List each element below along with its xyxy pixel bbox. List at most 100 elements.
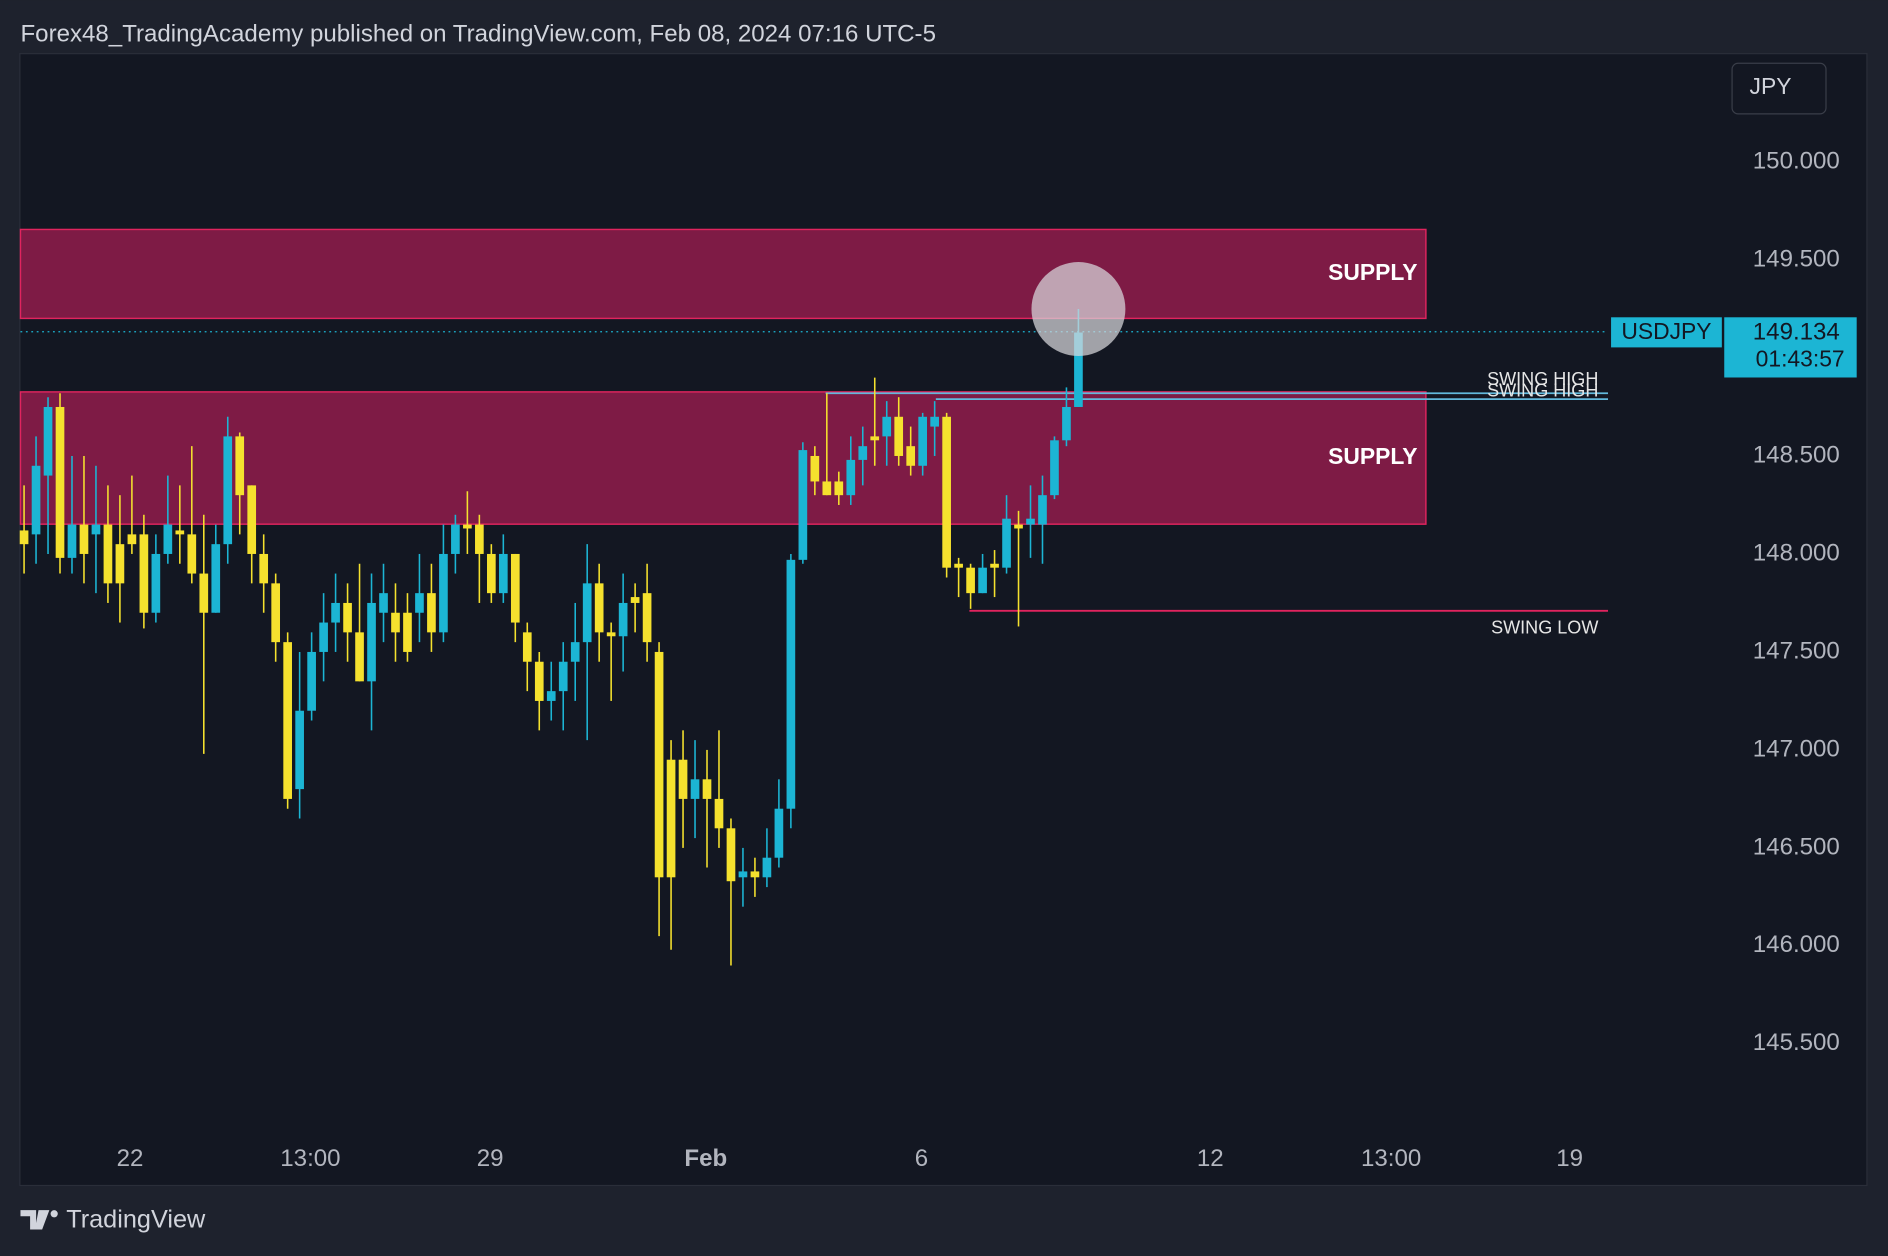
candle-body [403, 612, 412, 652]
candle-body [870, 436, 880, 441]
y-tick-label: 146.500 [1753, 833, 1840, 860]
brand-logo: TradingView [20, 1206, 206, 1234]
y-tick-label: 145.500 [1753, 1029, 1840, 1056]
candle-body [1038, 495, 1047, 525]
level-label: SWING HIGH [1487, 381, 1598, 401]
highlight-circle [1031, 262, 1126, 356]
brand-name: TradingView [66, 1206, 206, 1234]
candle-body [211, 544, 221, 613]
candle-body [415, 593, 424, 613]
candle-body [319, 622, 328, 652]
candle-body [666, 759, 676, 878]
candle-body [498, 553, 508, 594]
logo-dot [50, 1210, 58, 1218]
candle-body [990, 563, 999, 568]
y-tick-label: 148.000 [1753, 539, 1840, 566]
candle-body [439, 553, 448, 633]
candle-body [295, 710, 304, 790]
candle-body [79, 524, 89, 554]
y-tick-label: 146.000 [1753, 931, 1840, 958]
candle-body [942, 416, 951, 568]
candle-body [606, 632, 616, 637]
candle-body [654, 651, 664, 878]
candle-body [175, 530, 185, 535]
level-label: SWING LOW [1491, 618, 1598, 638]
candle-body [283, 642, 292, 799]
x-tick-label: 22 [117, 1145, 144, 1172]
candle-body [678, 759, 688, 799]
candle-body [67, 524, 77, 558]
candle-body [259, 553, 269, 584]
candle-body [1050, 440, 1059, 496]
candle-body [463, 524, 472, 529]
candle-body [522, 632, 532, 662]
candle-body [630, 597, 640, 603]
candle-body [427, 593, 436, 633]
zone-label: SUPPLY [1328, 259, 1417, 285]
candle-body [534, 661, 544, 701]
y-tick-label: 149.500 [1753, 245, 1840, 272]
x-tick-label: 12 [1197, 1145, 1224, 1172]
candle-body [882, 416, 892, 437]
x-tick-label: 19 [1556, 1145, 1583, 1172]
candle-body [810, 455, 820, 482]
candle-body [223, 436, 233, 545]
zone-label: SUPPLY [1328, 443, 1417, 469]
candle-body [618, 602, 628, 637]
candle-body [391, 612, 400, 633]
candle-body [894, 416, 904, 456]
candle-body [834, 481, 844, 496]
candle-body [487, 553, 496, 594]
candle-body [475, 524, 484, 554]
candle-body [570, 642, 580, 662]
candle-body [43, 406, 53, 476]
price-label: 149.134 [1753, 318, 1840, 345]
symbol-label: USDJPY [1621, 318, 1711, 344]
x-tick-label: 29 [477, 1145, 504, 1172]
candle-body [139, 534, 149, 613]
y-tick-label: 148.500 [1753, 441, 1840, 468]
countdown-label: 01:43:57 [1756, 346, 1845, 372]
x-tick-label: 13:00 [280, 1145, 340, 1172]
y-tick-label: 147.000 [1753, 735, 1840, 762]
candle-body [906, 446, 916, 466]
candle-body [307, 651, 316, 711]
candle-body [774, 808, 784, 858]
candle-body [546, 691, 556, 701]
candle-body [55, 406, 65, 558]
candle-body [714, 798, 724, 829]
level-label: SWING HIGH [1487, 369, 1598, 389]
candle-body [642, 593, 652, 643]
candle-body [451, 524, 460, 554]
candle-body [127, 534, 137, 545]
candle-body [103, 524, 113, 584]
currency-label[interactable]: JPY [1750, 73, 1792, 99]
candle-body [379, 593, 388, 613]
logo-icon [20, 1210, 50, 1230]
candle-body [750, 871, 760, 878]
candle-body [510, 553, 520, 623]
symbol-tag [1611, 317, 1722, 348]
candle-body [798, 450, 808, 560]
candle-body [31, 465, 41, 535]
candle-body [822, 481, 832, 496]
candle-body [367, 602, 376, 682]
candle-body [978, 567, 987, 594]
currency-button[interactable] [1731, 62, 1827, 115]
candle-body [858, 446, 868, 460]
candle-body [594, 583, 604, 633]
candle-body [930, 416, 939, 427]
candle-body [690, 779, 700, 799]
candle-body [187, 534, 197, 574]
candle-body [702, 779, 712, 799]
price-tag [1724, 317, 1857, 378]
candle-body [1026, 518, 1035, 525]
candle-body [786, 559, 796, 809]
candle-body [1014, 524, 1023, 529]
plot: 150.000 149.500 148.500 148.000 147.500 147.0… [19, 147, 1840, 1172]
candle-body [966, 567, 975, 594]
publish-header: Forex48_TradingAcademy published on Trad… [20, 20, 936, 47]
candle-body [1002, 518, 1011, 568]
candle-body [1062, 406, 1071, 441]
